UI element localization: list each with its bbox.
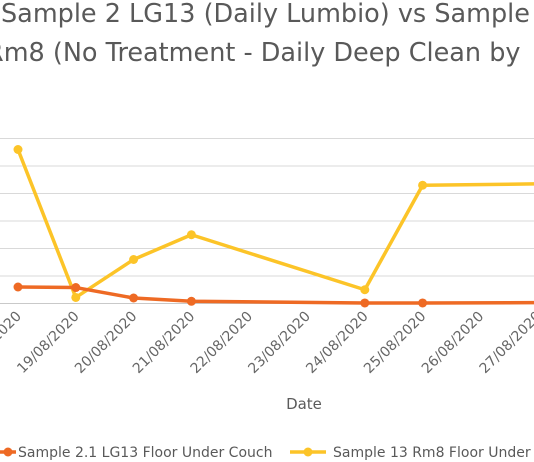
data-point (360, 285, 370, 295)
series-1 (13, 282, 534, 308)
data-point (418, 298, 428, 308)
data-point (13, 282, 23, 292)
x-axis-title: Date (286, 395, 322, 413)
legend-item-2: Sample 13 Rm8 Floor Under C (290, 445, 534, 461)
data-point (360, 298, 370, 308)
series-line (16, 147, 534, 300)
data-point (71, 292, 81, 302)
chart-title-line-2: Rm8 (No Treatment - Daily Deep Clean by (0, 38, 521, 68)
gridlines (0, 138, 534, 304)
series-2 (13, 145, 534, 302)
data-point (71, 283, 81, 293)
series-lines (13, 145, 534, 308)
chart-title-line-1: Sample 2 LG13 (Daily Lumbio) vs Sample (1, 0, 530, 29)
legend: Sample 2.1 LG13 Floor Under Couch Sample … (0, 445, 534, 461)
data-point (13, 145, 23, 154)
data-point (129, 255, 139, 264)
legend-label: Sample 2.1 LG13 Floor Under Couch (18, 445, 272, 461)
legend-marker (303, 447, 313, 457)
legend-marker (3, 447, 13, 457)
x-tick-labels: 18/08/202019/08/202020/08/202021/08/2020… (0, 309, 534, 377)
data-point (186, 296, 196, 306)
data-point (129, 293, 139, 303)
data-point (418, 180, 428, 190)
data-point (186, 230, 196, 240)
legend-label: Sample 13 Rm8 Floor Under C (333, 445, 534, 461)
series-line (16, 285, 534, 305)
legend-item-1: Sample 2.1 LG13 Floor Under Couch (0, 445, 272, 461)
